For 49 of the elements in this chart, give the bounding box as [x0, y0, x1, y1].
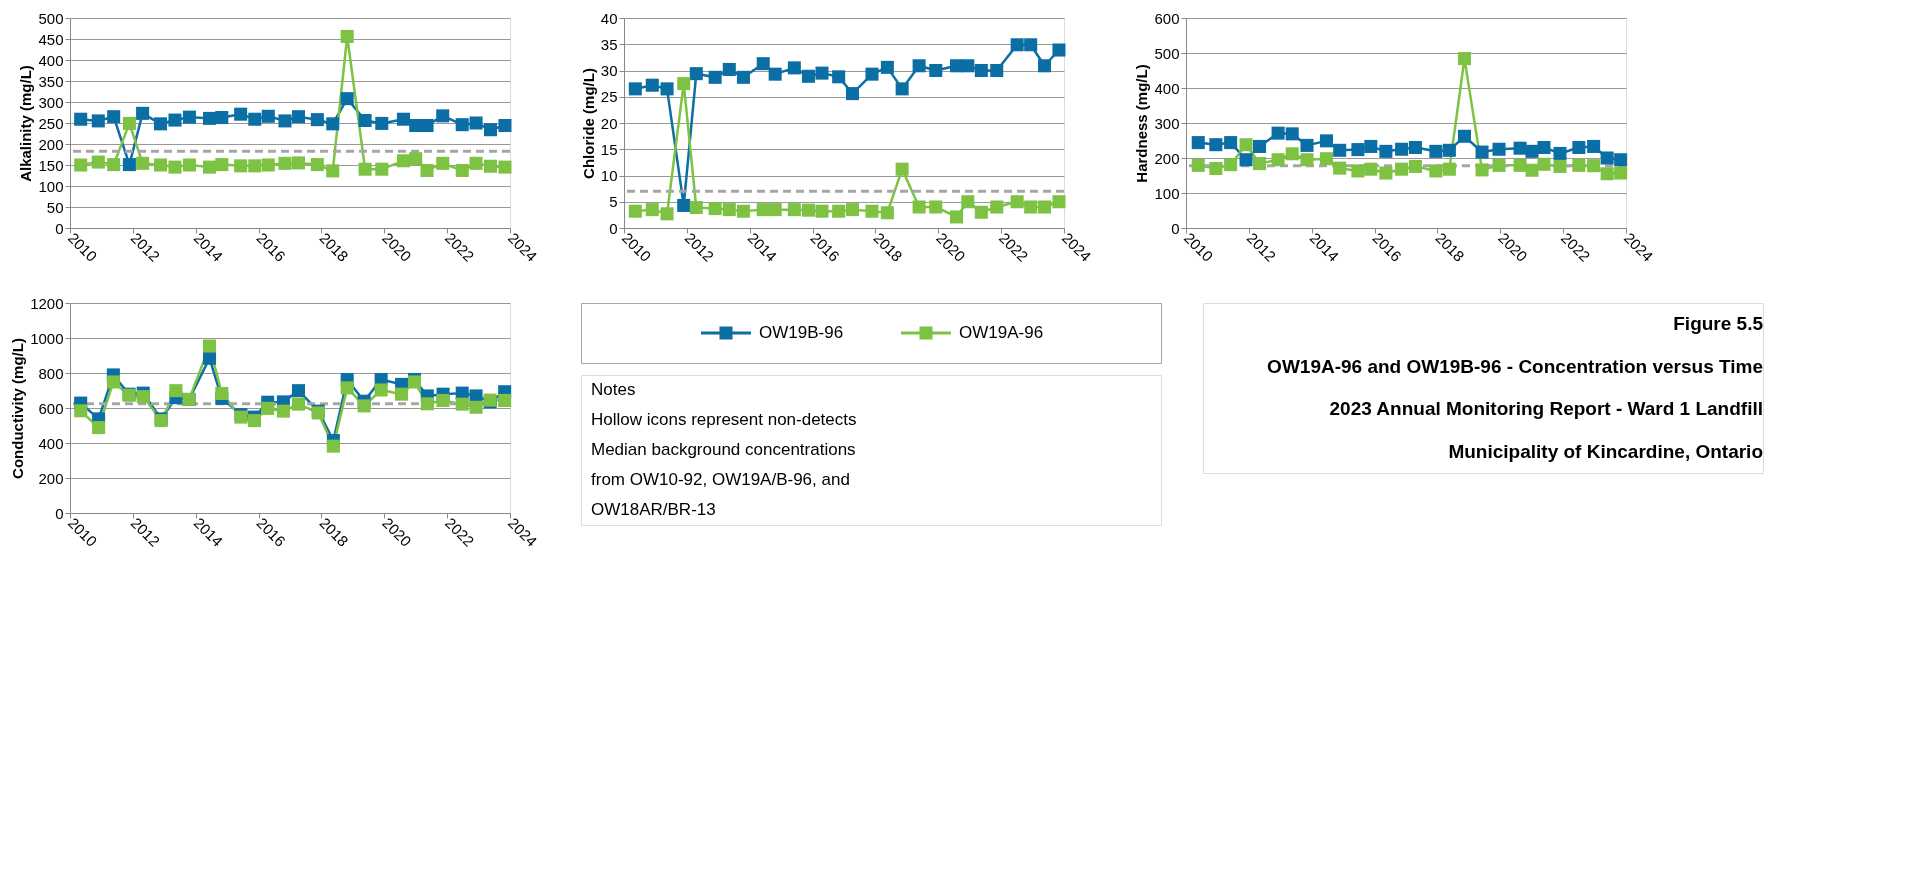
y-tick-label: 800 — [38, 364, 64, 382]
y-axis-title: Conductivity (mg/L) — [9, 338, 27, 479]
legend-label: OW19A-96 — [959, 323, 1044, 342]
y-tick-label: 100 — [38, 177, 64, 195]
y-axis-title: Alkalinity (mg/L) — [17, 65, 35, 182]
y-tick-label: 15 — [600, 140, 618, 158]
y-tick-label: 20 — [600, 114, 618, 132]
y-tick-label: 5 — [609, 193, 618, 211]
y-tick-label: 400 — [1154, 79, 1180, 97]
y-tick-label: 400 — [38, 51, 64, 69]
text: OW18AR/BR-13 — [591, 500, 716, 519]
y-axis-title: Chloride (mg/L) — [579, 68, 597, 179]
y-tick-label: 50 — [46, 198, 64, 216]
text: Hollow icons represent non-detects — [591, 410, 857, 429]
y-tick-label: 600 — [38, 399, 64, 417]
y-tick-label: 30 — [600, 62, 618, 79]
y-tick-label: 40 — [600, 9, 618, 27]
y-tick-label: 10 — [600, 167, 618, 184]
y-tick-label: 500 — [38, 9, 64, 27]
text: Median background concentrations — [591, 440, 856, 459]
y-tick-label: 300 — [1154, 114, 1180, 132]
y-axis-title: Hardness (mg/L) — [1133, 64, 1151, 183]
y-tick-label: 0 — [55, 219, 64, 237]
y-tick-label: 250 — [38, 114, 64, 132]
text: 2023 Annual Monitoring Report - Ward 1 Landfill — [1329, 398, 1763, 420]
y-tick-label: 25 — [600, 88, 618, 106]
y-tick-label: 150 — [38, 156, 64, 174]
y-tick-label: 0 — [1171, 219, 1180, 237]
y-tick-label: 200 — [38, 135, 64, 153]
y-tick-label: 1200 — [30, 294, 64, 312]
y-tick-label: 200 — [38, 469, 64, 487]
y-tick-label: 35 — [600, 35, 618, 53]
y-tick-label: 400 — [38, 434, 64, 452]
text: from OW10-92, OW19A/B-96, and — [591, 470, 850, 489]
text: Municipality of Kincardine, Ontario — [1448, 440, 1763, 462]
y-tick-label: 300 — [38, 93, 64, 111]
legend-label: OW19B-96 — [759, 323, 844, 342]
y-tick-label: 0 — [55, 504, 64, 522]
caption: Figure 5.5 — [1673, 313, 1764, 335]
text: OW19A-96 and OW19B-96 - Concentration versus Time — [1267, 355, 1763, 377]
y-tick-label: 600 — [1154, 9, 1180, 27]
text: Notes — [591, 380, 636, 399]
y-tick-label: 200 — [1154, 149, 1180, 167]
y-tick-label: 500 — [1154, 44, 1180, 62]
y-tick-label: 450 — [38, 30, 64, 48]
y-tick-label: 1000 — [30, 329, 64, 347]
y-tick-label: 350 — [38, 72, 64, 90]
y-tick-label: 0 — [609, 219, 618, 237]
y-tick-label: 100 — [1154, 184, 1180, 202]
